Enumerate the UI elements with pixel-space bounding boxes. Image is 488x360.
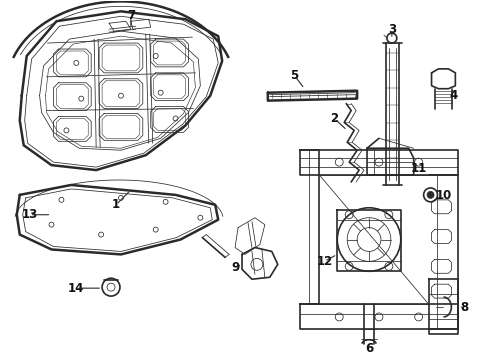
Circle shape [426,192,433,198]
Text: 2: 2 [329,112,338,125]
Text: 3: 3 [387,23,395,36]
Text: 6: 6 [364,342,372,355]
Text: 9: 9 [230,261,239,274]
Text: 8: 8 [459,301,468,314]
Text: 4: 4 [448,89,457,102]
Text: 14: 14 [68,282,84,294]
Text: 1: 1 [112,198,120,211]
Text: 10: 10 [434,189,450,202]
Text: 12: 12 [316,255,332,268]
Text: 5: 5 [290,69,298,82]
Text: 7: 7 [126,9,135,22]
Text: 11: 11 [410,162,426,175]
Text: 13: 13 [21,208,38,221]
